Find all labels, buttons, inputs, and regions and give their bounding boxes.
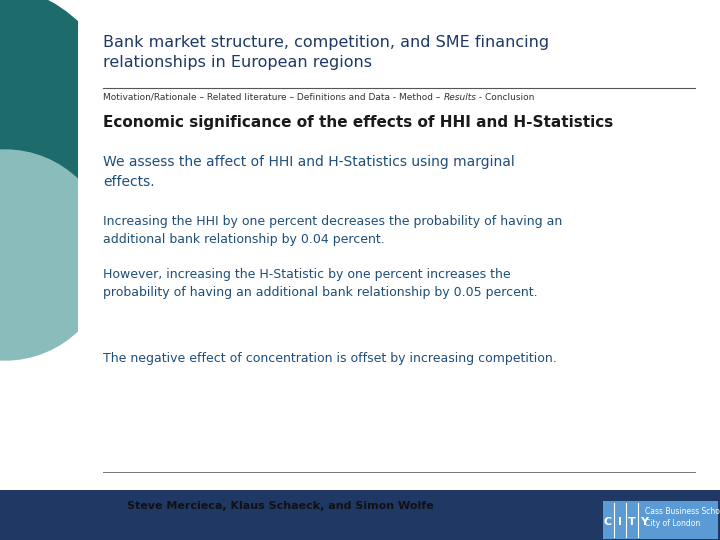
Text: Motivation/Rationale – Related literature – Definitions and Data - Method –: Motivation/Rationale – Related literatur… xyxy=(103,93,444,102)
Bar xyxy=(10,502,40,530)
Bar xyxy=(0,490,720,540)
Text: We assess the affect of HHI and H-Statistics using marginal
effects.: We assess the affect of HHI and H-Statis… xyxy=(103,155,515,188)
Text: Increasing the HHI by one percent decreases the probability of having an
additio: Increasing the HHI by one percent decrea… xyxy=(103,215,562,246)
Text: However, increasing the H-Statistic by one percent increases the
probability of : However, increasing the H-Statistic by o… xyxy=(103,268,538,299)
Bar xyxy=(603,501,718,539)
Text: - Conclusion: - Conclusion xyxy=(476,93,535,102)
Text: Cass Business School
City of London: Cass Business School City of London xyxy=(645,507,720,528)
Text: Economic significance of the effects of HHI and H-Statistics: Economic significance of the effects of … xyxy=(103,115,613,130)
Text: The negative effect of concentration is offset by increasing competition.: The negative effect of concentration is … xyxy=(103,352,557,365)
Bar xyxy=(5,496,47,538)
Circle shape xyxy=(0,0,120,255)
Text: Bank market structure, competition, and SME financing
relationships in European : Bank market structure, competition, and … xyxy=(103,35,549,70)
Text: C: C xyxy=(604,517,612,527)
Text: Steve Mercieca, Klaus Schaeck, and Simon Wolfe: Steve Mercieca, Klaus Schaeck, and Simon… xyxy=(127,501,433,511)
Circle shape xyxy=(0,150,110,360)
Text: T: T xyxy=(628,517,636,527)
Text: University
of Southampton: University of Southampton xyxy=(52,497,114,517)
Text: Results: Results xyxy=(444,93,476,102)
Text: Y: Y xyxy=(640,517,648,527)
Text: I: I xyxy=(618,517,622,527)
Bar xyxy=(10,502,40,530)
